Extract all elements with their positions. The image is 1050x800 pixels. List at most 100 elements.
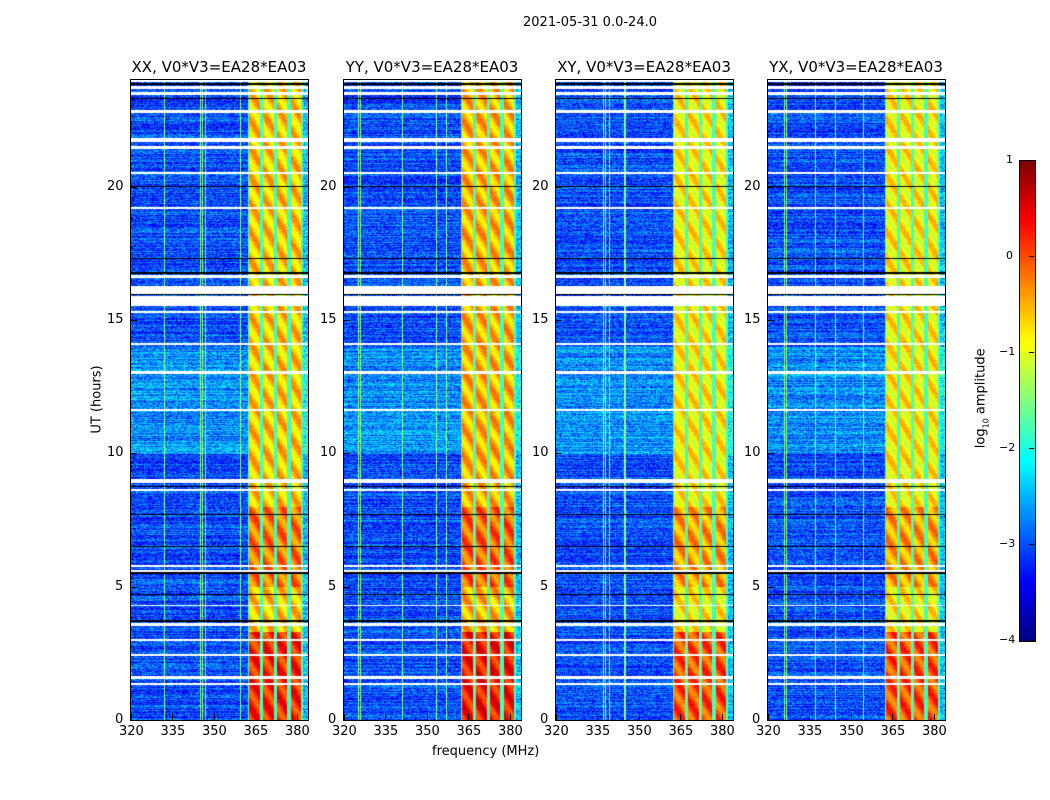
x-tick-label: 380	[709, 724, 735, 739]
x-tick-label: 320	[332, 724, 357, 739]
x-tick-label: 365	[456, 724, 482, 739]
y-tick-label: 20	[107, 178, 124, 194]
y-tick-label: 0	[328, 712, 337, 727]
x-tick-label: 335	[160, 724, 186, 739]
x-tick-label: 320	[119, 724, 144, 739]
y-tick-label: 20	[744, 178, 761, 194]
x-tick-mark	[344, 714, 345, 720]
x-tick-mark	[809, 714, 811, 720]
y-tick-mark	[556, 453, 562, 455]
spectrogram-image	[131, 80, 308, 720]
colorbar-tick-mark	[1029, 448, 1034, 449]
y-tick-mark	[768, 320, 774, 321]
x-tick-label: 365	[668, 724, 694, 739]
x-tick-mark	[850, 714, 852, 720]
y-tick-mark	[131, 453, 137, 455]
y-axis-label: UT (hours)	[89, 365, 105, 434]
x-axis-label: frequency (MHz)	[432, 744, 540, 759]
y-tick-label: 0	[752, 712, 761, 727]
y-tick-label: 10	[744, 445, 761, 461]
colorbar-label-sub: 10	[981, 418, 991, 429]
x-tick-label: 365	[880, 724, 906, 739]
x-tick-mark	[213, 714, 215, 720]
x-tick-label: 365	[243, 724, 269, 739]
colorbar-tick-label: −4	[999, 633, 1016, 646]
y-tick-mark	[556, 720, 562, 721]
x-tick-label: 350	[626, 724, 652, 739]
panel-title: YX, V0*V3=EA28*EA03	[769, 58, 943, 76]
y-tick-mark	[768, 453, 774, 455]
y-tick-mark	[344, 720, 350, 721]
spectrogram-image	[768, 80, 945, 720]
panel-title: YY, V0*V3=EA28*EA03	[345, 58, 519, 76]
colorbar-tick-label: −2	[999, 441, 1016, 454]
colorbar-label-log: log	[973, 428, 989, 449]
y-tick-mark	[768, 720, 774, 721]
spectrogram-image	[556, 80, 733, 720]
y-tick-label: 15	[320, 312, 337, 327]
x-tick-mark	[468, 714, 470, 720]
x-tick-label: 335	[373, 724, 399, 739]
y-tick-mark	[344, 186, 350, 188]
x-tick-mark	[892, 714, 894, 720]
y-tick-mark	[131, 586, 137, 588]
y-tick-label: 15	[107, 312, 124, 327]
x-tick-mark	[680, 714, 682, 720]
y-tick-mark	[131, 186, 137, 188]
x-tick-label: 335	[797, 724, 823, 739]
y-tick-mark	[768, 186, 774, 188]
y-tick-mark	[768, 586, 774, 588]
y-tick-mark	[344, 320, 350, 321]
x-tick-label: 350	[201, 724, 227, 739]
panel-title: XY, V0*V3=EA28*EA03	[557, 58, 731, 76]
y-tick-mark	[344, 586, 350, 588]
colorbar-tick-mark	[1029, 352, 1034, 353]
y-tick-label: 20	[532, 178, 549, 194]
x-tick-mark	[638, 714, 640, 720]
heatmap-panel	[555, 79, 734, 721]
panel-title: XX, V0*V3=EA28*EA03	[131, 58, 307, 76]
heatmap-panel	[130, 79, 309, 721]
y-tick-label: 0	[540, 712, 549, 727]
x-tick-mark	[721, 714, 723, 720]
y-tick-label: 10	[320, 445, 337, 461]
y-tick-label: 5	[328, 578, 337, 594]
x-tick-mark	[255, 714, 257, 720]
y-tick-label: 10	[532, 445, 549, 461]
y-tick-mark	[556, 586, 562, 588]
x-tick-mark	[933, 714, 935, 720]
colorbar-tick-label: 0	[1006, 249, 1013, 262]
y-tick-label: 5	[540, 578, 549, 594]
colorbar-tick-mark	[1029, 256, 1034, 257]
x-tick-mark	[172, 714, 174, 720]
colorbar-tick-mark	[1029, 640, 1034, 641]
x-tick-mark	[768, 714, 769, 720]
x-tick-mark	[296, 714, 298, 720]
y-tick-label: 20	[320, 178, 337, 194]
colorbar	[1019, 160, 1036, 642]
x-tick-label: 380	[284, 724, 310, 739]
colorbar-tick-label: 1	[1006, 153, 1013, 166]
x-tick-label: 350	[838, 724, 864, 739]
colorbar-tick-mark	[1029, 160, 1034, 161]
x-tick-mark	[509, 714, 511, 720]
x-tick-mark	[597, 714, 599, 720]
y-tick-label: 5	[115, 578, 124, 594]
x-tick-mark	[131, 714, 132, 720]
x-tick-label: 320	[756, 724, 781, 739]
y-tick-mark	[556, 186, 562, 188]
y-tick-mark	[131, 720, 137, 721]
colorbar-tick-label: −3	[999, 537, 1016, 550]
x-tick-label: 320	[544, 724, 569, 739]
y-tick-mark	[344, 453, 350, 455]
x-tick-label: 335	[585, 724, 611, 739]
spectrogram-image	[344, 80, 521, 720]
x-tick-label: 380	[921, 724, 947, 739]
colorbar-label: log10 amplitude	[974, 338, 991, 458]
colorbar-tick-mark	[1029, 544, 1034, 545]
y-tick-mark	[131, 320, 137, 321]
colorbar-tick-label: −1	[999, 345, 1016, 358]
x-tick-mark	[556, 714, 557, 720]
x-tick-mark	[385, 714, 387, 720]
y-tick-label: 15	[532, 312, 549, 327]
